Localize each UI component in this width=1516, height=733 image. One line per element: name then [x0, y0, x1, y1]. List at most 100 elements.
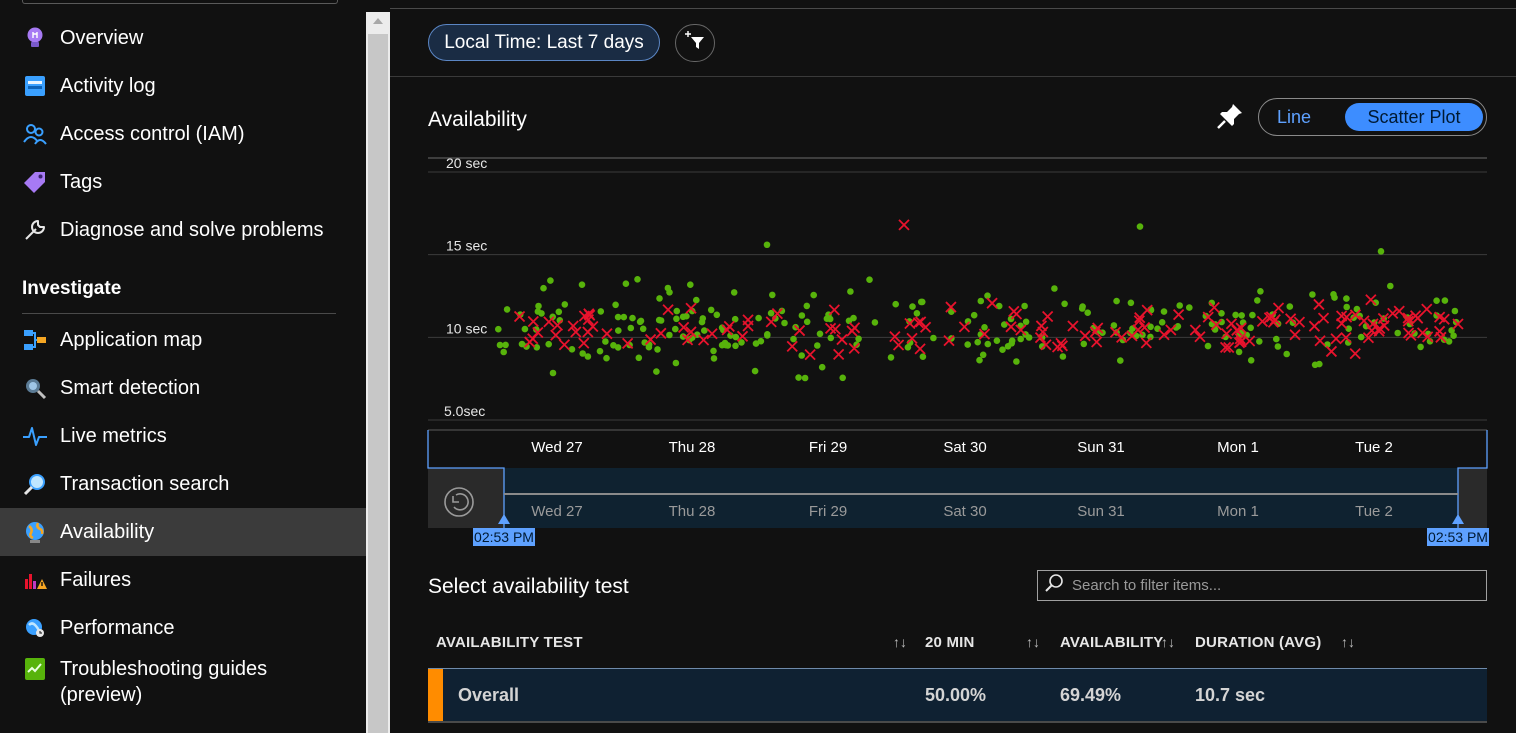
scatter-point-failure: [621, 337, 634, 349]
scatter-point-success: [639, 325, 647, 333]
sidebar-item-application-map[interactable]: Application map: [0, 316, 366, 364]
time-range-button[interactable]: Local Time: Last 7 days: [428, 24, 660, 61]
scatter-point-failure: [1189, 324, 1201, 336]
scatter-point-failure: [1358, 315, 1370, 327]
sidebar-item-troubleshooting-guides[interactable]: Troubleshooting guides (preview): [0, 652, 366, 712]
scatter-point-success: [673, 307, 681, 315]
scatter-point-success: [814, 342, 821, 349]
sidebar-item-smart-detection[interactable]: Smart detection: [0, 364, 366, 412]
scatter-point-success: [1316, 360, 1323, 368]
scatter-point-success: [801, 374, 809, 382]
scatter-point-failure: [1005, 321, 1017, 333]
scatter-point-success: [979, 351, 987, 359]
scatter-point-success: [981, 324, 988, 331]
scatter-point-success: [1249, 311, 1256, 319]
sort-icon[interactable]: ↑↓: [893, 634, 907, 650]
scatter-point-success: [1080, 340, 1088, 348]
scatter-point-success: [731, 315, 739, 323]
scatter-point-failure: [1308, 320, 1321, 332]
sidebar-item-performance[interactable]: Performance: [0, 604, 366, 652]
sidebar-item-tags[interactable]: Tags: [0, 158, 366, 206]
scatter-point-success: [672, 359, 680, 367]
scroll-up-arrow-icon[interactable]: [373, 18, 383, 24]
scatter-point-success: [535, 302, 542, 310]
reset-zoom-icon[interactable]: [444, 487, 474, 517]
scatter-point-success: [1176, 302, 1183, 309]
scatter-point-failure: [1208, 301, 1220, 314]
scatter-point-failure: [898, 219, 910, 231]
sort-icon[interactable]: ↑↓: [1161, 634, 1175, 650]
brush-tick-label: Sun 31: [1077, 503, 1125, 520]
scatter-point-success: [1387, 282, 1394, 290]
scatter-point-success: [913, 310, 921, 317]
availability-scatter-plot[interactable]: 20 sec 15 sec 10 sec 5.0sec Wed 27 Thu 28 Fri …: [390, 150, 1516, 550]
scatter-point-failure: [1133, 315, 1145, 327]
brush-start-handle[interactable]: 02:53 PM: [473, 514, 535, 546]
column-header-availability-test[interactable]: AVAILABILITY TEST: [436, 634, 583, 651]
sidebar-item-live-metrics[interactable]: Live metrics: [0, 412, 366, 460]
activity-log-icon: [22, 73, 48, 99]
divider: [390, 76, 1516, 77]
table-header-divider: [428, 668, 1487, 669]
scatter-point-success: [1357, 333, 1365, 341]
scatter-point-success: [602, 338, 609, 345]
sidebar-item-activity-log[interactable]: Activity log: [0, 62, 366, 110]
add-filter-button[interactable]: [675, 24, 715, 62]
sidebar-item-availability[interactable]: Availability: [0, 508, 366, 556]
scatter-point-failure: [1210, 319, 1222, 331]
sidebar-item-label: Failures: [60, 569, 132, 591]
sidebar: Overview Activity log Access control (IA…: [0, 0, 366, 733]
x-tick-label: Sat 30: [943, 439, 986, 456]
scatter-point-success: [1084, 309, 1091, 316]
time-brush-track[interactable]: [428, 468, 1487, 528]
scatter-point-success: [1113, 297, 1120, 305]
scatter-point-failure: [945, 301, 957, 313]
column-header-availability[interactable]: AVAILABILITY: [1060, 634, 1164, 651]
scatter-point-failure: [846, 325, 858, 337]
brush-end-handle[interactable]: 02:53 PM: [1427, 514, 1489, 546]
sidebar-item-transaction-search[interactable]: Transaction search: [0, 460, 366, 508]
scatter-point-success: [545, 340, 552, 348]
scatter-point-failure: [1349, 347, 1361, 360]
scatter-point-success: [627, 324, 635, 332]
scatter-point-failure: [1235, 336, 1247, 348]
cell-duration: 10.7 sec: [1195, 685, 1266, 705]
scatter-point-success: [495, 325, 502, 333]
toggle-option-line[interactable]: Line: [1277, 107, 1312, 127]
scatter-point-failure: [1225, 318, 1238, 330]
sort-icon[interactable]: ↑↓: [1026, 634, 1040, 650]
scatter-point-success: [597, 308, 605, 315]
toggle-option-scatter-plot[interactable]: Scatter Plot: [1345, 103, 1483, 131]
sidebar-item-failures[interactable]: Failures: [0, 556, 366, 604]
sidebar-item-access-control[interactable]: Access control (IAM): [0, 110, 366, 158]
scatter-point-success: [1078, 305, 1086, 312]
table-row[interactable]: Overall 50.00% 69.49% 10.7 sec: [428, 669, 1487, 721]
column-header-duration[interactable]: DURATION (AVG): [1195, 634, 1322, 651]
scatter-point-success: [909, 303, 916, 310]
scatter-point-success: [984, 340, 992, 348]
scatter-point-success: [871, 319, 879, 326]
scatter-point-failure: [986, 297, 998, 309]
sidebar-item-diagnose[interactable]: Diagnose and solve problems: [0, 206, 366, 254]
cell-availability: 69.49%: [1060, 685, 1122, 705]
sidebar-scrollbar[interactable]: [366, 12, 390, 733]
scatter-point-success: [579, 350, 586, 357]
scatter-point-success: [763, 241, 771, 249]
sidebar-item-overview[interactable]: Overview: [0, 14, 366, 62]
scatter-point-failure: [1405, 329, 1417, 341]
scatter-point-success: [1238, 312, 1245, 319]
scatter-point-success: [1021, 302, 1028, 310]
scatter-point-success: [1110, 322, 1118, 329]
section-heading-investigate: Investigate: [22, 278, 122, 299]
pin-icon[interactable]: [1216, 102, 1244, 130]
scatter-point-success: [1022, 318, 1030, 326]
scatter-point-success: [1441, 297, 1449, 304]
scatter-point-failure: [1223, 341, 1235, 354]
scatter-point-failure: [943, 334, 955, 347]
smart-detection-icon: [22, 375, 48, 401]
filter-search-box[interactable]: [1037, 570, 1487, 601]
column-header-20-min[interactable]: 20 MIN: [925, 634, 975, 651]
scrollbar-thumb[interactable]: [368, 34, 388, 733]
search-input[interactable]: [1072, 577, 1472, 594]
sort-icon[interactable]: ↑↓: [1341, 634, 1355, 650]
